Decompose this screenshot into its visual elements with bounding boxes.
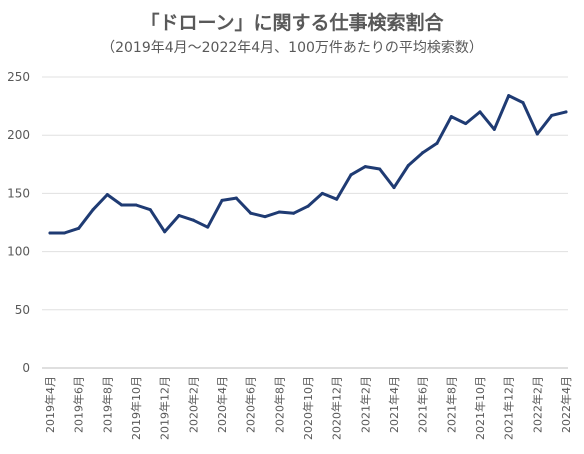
x-tick-label: 2020年6月 (244, 376, 258, 433)
data-point (220, 198, 224, 202)
data-point (191, 218, 195, 222)
x-tick-label: 2020年12月 (330, 376, 344, 440)
data-point (249, 211, 253, 215)
data-point (77, 226, 81, 230)
data-point (564, 110, 568, 114)
y-tick-label: 100 (7, 245, 30, 259)
data-point (406, 163, 410, 167)
data-point (91, 208, 95, 212)
data-point (62, 231, 66, 235)
data-point (320, 191, 324, 195)
x-tick-label: 2021年4月 (387, 376, 401, 433)
x-tick-label: 2021年12月 (502, 376, 516, 440)
series-layer (48, 94, 568, 235)
data-point (478, 110, 482, 114)
data-point (464, 122, 468, 126)
data-point (105, 193, 109, 197)
data-point (550, 113, 554, 117)
x-tick-label: 2019年6月 (72, 376, 86, 433)
data-point (363, 165, 367, 169)
series-line (48, 94, 568, 235)
y-tick-label: 150 (7, 186, 30, 200)
chart-title: 「ドローン」に関する仕事検索割合 (140, 12, 444, 34)
data-point (206, 225, 210, 229)
data-point (48, 231, 52, 235)
data-point (492, 127, 496, 131)
x-tick-label: 2019年4月 (43, 376, 57, 433)
data-point (378, 167, 382, 171)
x-tick-label: 2021年2月 (358, 376, 372, 433)
data-point (449, 115, 453, 119)
data-point (134, 203, 138, 207)
x-tick-label: 2020年8月 (272, 376, 286, 433)
x-tick-label: 2019年8月 (100, 376, 114, 433)
y-tick-label: 250 (7, 70, 30, 84)
data-point (507, 94, 511, 98)
x-tick-label: 2019年10月 (129, 376, 143, 440)
data-point (163, 230, 167, 234)
data-point (421, 151, 425, 155)
data-point (263, 215, 267, 219)
x-tick-label: 2020年4月 (215, 376, 229, 433)
data-point (335, 197, 339, 201)
gridlines (42, 76, 568, 369)
y-tick-label: 0 (22, 361, 30, 375)
y-tick-label: 50 (15, 303, 30, 317)
x-tick-label: 2021年6月 (416, 376, 430, 433)
x-tick-label: 2021年10月 (473, 376, 487, 440)
y-tick-label: 200 (7, 128, 30, 142)
x-tick-label: 2020年2月 (186, 376, 200, 433)
x-tick-label: 2020年10月 (301, 376, 315, 440)
data-point (521, 101, 525, 105)
data-point (277, 210, 281, 214)
x-tick-label: 2022年2月 (530, 376, 544, 433)
x-tick-label: 2022年4月 (559, 376, 573, 433)
data-point (392, 186, 396, 190)
x-tick-label: 2021年8月 (444, 376, 458, 433)
data-point (349, 173, 353, 177)
chart-subtitle: （2019年4月〜2022年4月、100万件あたりの平均検索数） (101, 40, 483, 56)
y-axis-ticks: 0 50 100 150 200 250 (7, 70, 30, 375)
data-point (120, 203, 124, 207)
data-point (148, 208, 152, 212)
x-axis-ticks: 2019年4月 2019年6月 2019年8月 2019年10月 2019年12月 202… (43, 376, 573, 440)
data-point (435, 141, 439, 145)
data-point (234, 196, 238, 200)
data-point (292, 211, 296, 215)
data-point (177, 214, 181, 218)
x-tick-label: 2019年12月 (158, 376, 172, 440)
data-point (306, 204, 310, 208)
data-point (535, 132, 539, 136)
